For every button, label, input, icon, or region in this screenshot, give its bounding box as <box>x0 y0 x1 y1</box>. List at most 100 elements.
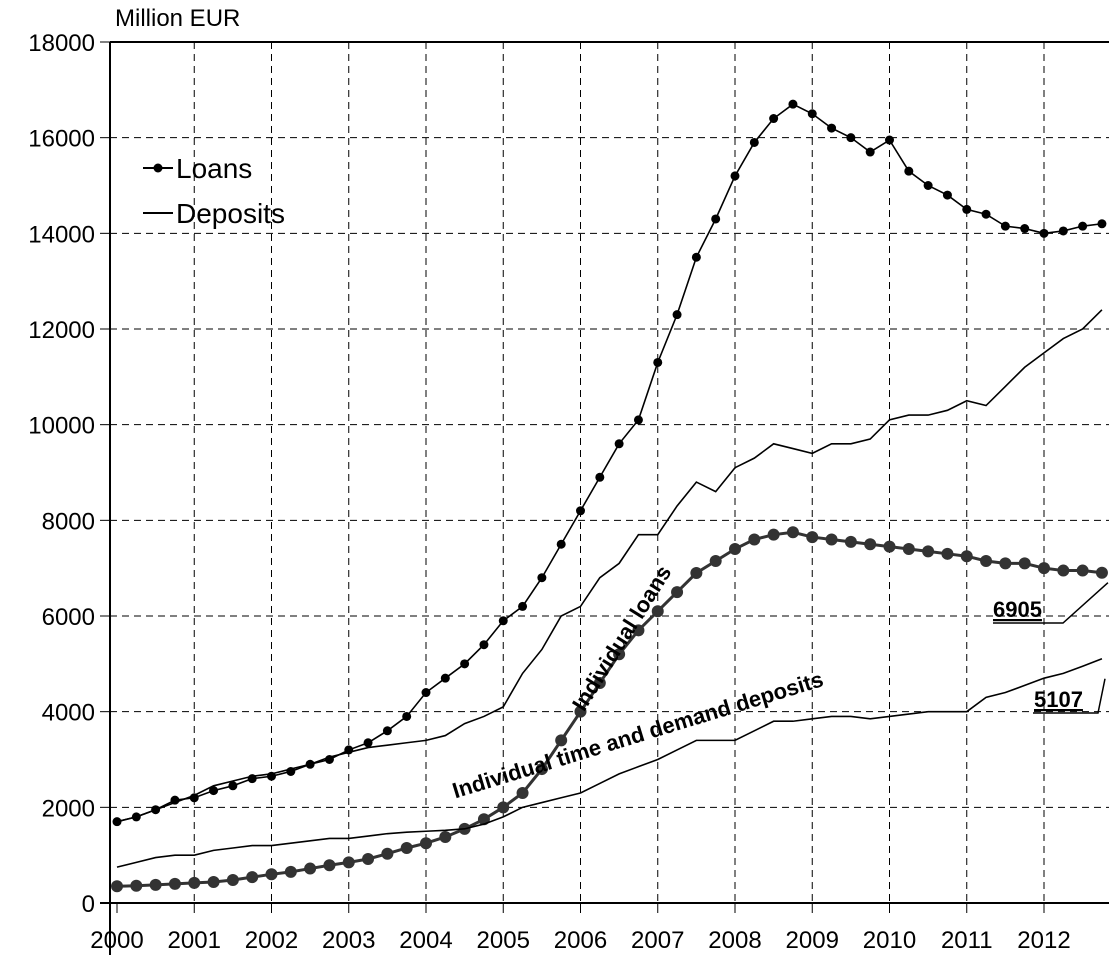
marker <box>421 688 431 698</box>
marker <box>479 640 489 650</box>
marker <box>498 616 508 626</box>
legend-item: Loans <box>143 153 252 184</box>
marker <box>614 439 624 449</box>
marker <box>885 135 894 145</box>
marker <box>209 786 219 796</box>
x-tick-label: 2006 <box>554 927 607 954</box>
marker <box>593 676 606 689</box>
marker <box>846 133 856 143</box>
marker <box>981 209 991 219</box>
marker <box>786 526 799 539</box>
marker <box>941 547 954 560</box>
marker <box>960 550 973 563</box>
marker <box>864 538 877 551</box>
marker <box>400 841 413 854</box>
y-tick-label: 12000 <box>28 317 95 344</box>
marker <box>381 847 394 860</box>
marker <box>518 601 528 611</box>
marker <box>382 726 392 736</box>
marker <box>323 859 336 872</box>
marker <box>226 874 239 887</box>
marker <box>363 738 373 748</box>
marker <box>595 472 605 482</box>
marker <box>1097 219 1107 229</box>
y-axis-label: Million EUR <box>115 5 240 32</box>
marker <box>769 114 779 124</box>
marker <box>574 705 587 718</box>
marker <box>1076 564 1089 577</box>
marker <box>284 865 297 878</box>
marker <box>130 879 143 892</box>
marker <box>537 573 547 583</box>
marker <box>460 659 470 669</box>
marker <box>576 506 585 516</box>
marker <box>516 786 529 799</box>
marker <box>922 545 935 558</box>
marker <box>420 837 432 850</box>
marker <box>304 862 317 875</box>
marker <box>1058 226 1068 236</box>
marker <box>923 181 933 190</box>
marker <box>188 876 201 889</box>
marker <box>904 166 914 176</box>
marker <box>1020 224 1030 234</box>
marker <box>207 875 220 888</box>
marker <box>825 533 838 546</box>
marker <box>749 137 759 147</box>
y-tick-label: 10000 <box>28 413 95 440</box>
y-tick-label: 4000 <box>42 700 95 727</box>
marker <box>980 554 993 567</box>
marker <box>362 852 375 865</box>
marker <box>1039 228 1049 238</box>
marker <box>497 801 510 814</box>
marker <box>883 540 896 553</box>
marker <box>729 543 741 556</box>
marker <box>653 357 663 367</box>
line <box>116 530 1103 888</box>
marker <box>439 830 452 843</box>
marker <box>246 871 259 884</box>
y-tick-label: 14000 <box>28 221 95 248</box>
marker <box>711 214 721 224</box>
marker <box>149 878 162 891</box>
y-tick-label: 18000 <box>28 30 95 57</box>
marker <box>613 648 626 661</box>
x-tick-label: 2001 <box>168 927 221 954</box>
series-label: Individual loans <box>567 561 676 715</box>
marker <box>942 190 952 200</box>
marker <box>556 539 566 549</box>
x-tick-label: 2000 <box>90 927 143 954</box>
data-label: 6905 <box>993 597 1042 622</box>
x-tick-label: 2011 <box>941 927 993 954</box>
marker <box>902 543 915 556</box>
y-tick-label: 0 <box>82 891 95 918</box>
y-tick-label: 2000 <box>42 795 95 822</box>
x-tick-label: 2004 <box>399 927 452 954</box>
marker <box>844 535 857 548</box>
marker <box>865 147 875 157</box>
marker <box>555 734 568 747</box>
marker <box>671 586 684 599</box>
marker <box>632 624 645 637</box>
marker <box>1018 557 1031 570</box>
marker <box>228 781 238 791</box>
marker <box>999 557 1012 570</box>
x-tick-label: 2009 <box>786 927 839 954</box>
marker <box>535 763 548 776</box>
marker <box>962 204 972 214</box>
y-tick-label: 16000 <box>28 126 95 153</box>
marker <box>111 880 123 893</box>
marker <box>748 533 761 546</box>
marker <box>1095 566 1108 579</box>
marker <box>1057 564 1070 577</box>
marker <box>827 123 837 133</box>
marker <box>168 877 181 890</box>
marker <box>1000 221 1010 231</box>
marker <box>806 531 819 544</box>
marker <box>767 528 780 541</box>
line <box>116 103 1103 823</box>
marker <box>788 99 798 109</box>
x-tick-label: 2005 <box>477 927 530 954</box>
marker <box>651 605 664 618</box>
